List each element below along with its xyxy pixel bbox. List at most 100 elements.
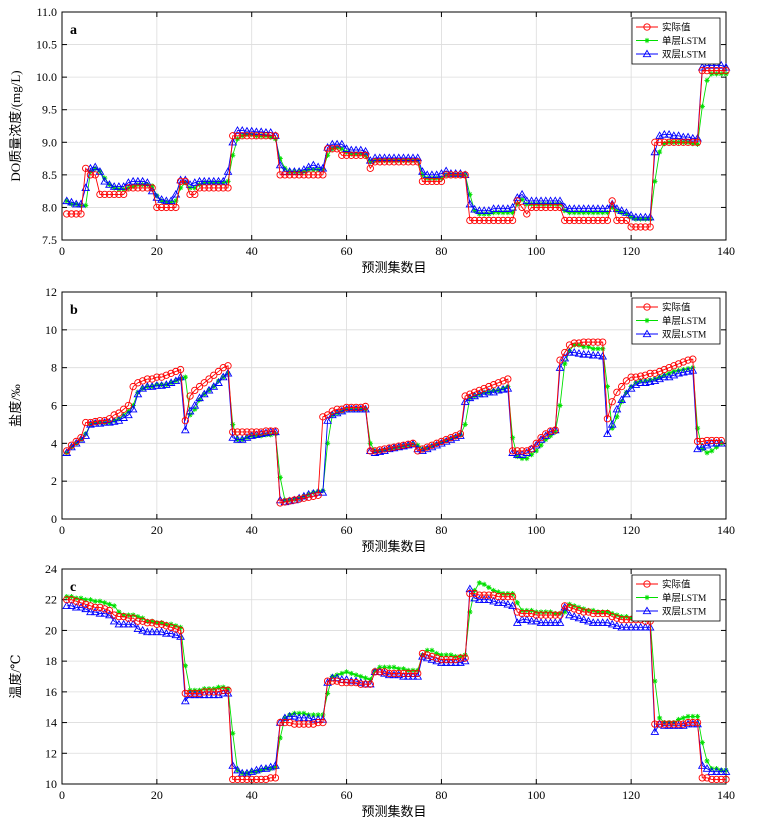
- data-point-double: [441, 166, 451, 175]
- data-point-actual: [523, 609, 531, 618]
- data-point-single: [481, 389, 487, 395]
- x-tick-label: 120: [622, 244, 640, 258]
- data-point-single: [78, 595, 84, 601]
- data-point-actual: [542, 203, 550, 212]
- data-point-actual: [470, 216, 479, 225]
- data-point-actual: [148, 619, 156, 627]
- data-point-single: [83, 597, 89, 603]
- data-point-actual: [82, 418, 90, 427]
- data-point-double: [588, 350, 598, 359]
- data-point-double: [342, 144, 351, 152]
- data-point-single: [448, 436, 454, 442]
- data-point-actual: [433, 177, 441, 186]
- data-point-actual: [172, 625, 180, 633]
- data-point-double: [176, 632, 185, 640]
- data-point-single: [694, 141, 701, 147]
- data-point-single: [581, 210, 587, 216]
- data-point-actual: [599, 609, 607, 618]
- data-point-actual: [722, 66, 730, 75]
- data-point-double: [275, 160, 285, 169]
- data-point-actual: [437, 655, 446, 664]
- data-point-single: [434, 441, 440, 447]
- data-point-single: [159, 382, 165, 388]
- data-point-double: [266, 128, 276, 136]
- data-point-single: [661, 140, 667, 147]
- data-point-actual: [300, 171, 308, 179]
- data-point-single: [690, 140, 696, 147]
- data-point-double: [460, 397, 470, 405]
- data-point-actual: [565, 603, 574, 612]
- data-point-actual: [357, 151, 365, 159]
- data-point-actual: [342, 151, 351, 159]
- data-point-actual: [698, 437, 706, 446]
- data-point-single: [657, 149, 663, 155]
- data-point-actual: [504, 216, 512, 225]
- data-point-single: [78, 202, 84, 209]
- data-point-actual: [195, 382, 204, 391]
- data-point-actual: [584, 216, 593, 225]
- series-line-actual: [66, 593, 726, 780]
- data-point-single: [628, 214, 634, 220]
- data-point-double: [403, 153, 413, 162]
- data-point-actual: [551, 426, 559, 434]
- data-point-actual: [565, 341, 574, 349]
- data-point-double: [612, 404, 622, 413]
- data-point-actual: [423, 177, 431, 186]
- data-point-single: [652, 678, 658, 684]
- data-point-actual: [703, 436, 711, 445]
- data-point-actual: [461, 654, 469, 662]
- data-point-actual: [461, 171, 469, 179]
- data-point-double: [161, 196, 171, 205]
- data-point-actual: [157, 620, 166, 628]
- data-point-single: [358, 673, 364, 680]
- data-point-double: [493, 385, 503, 394]
- data-point-double: [546, 196, 555, 205]
- data-point-actual: [262, 132, 270, 140]
- data-point-single: [623, 389, 629, 395]
- data-point-actual: [67, 210, 76, 218]
- data-point-actual: [561, 602, 569, 610]
- data-point-actual: [660, 365, 668, 374]
- data-point-actual: [267, 132, 275, 140]
- y-tick-label: 9.5: [42, 103, 57, 117]
- data-point-double: [697, 761, 707, 769]
- data-point-actual: [276, 718, 284, 727]
- data-point-double: [332, 139, 342, 148]
- data-point-single: [215, 378, 222, 384]
- data-point-actual: [342, 403, 351, 412]
- data-point-actual: [323, 677, 332, 685]
- data-point-actual: [603, 415, 612, 423]
- data-point-single: [168, 199, 174, 205]
- data-point-actual: [674, 360, 683, 368]
- data-point-double: [584, 349, 593, 358]
- data-point-actual: [489, 381, 498, 389]
- data-point-actual: [570, 605, 578, 613]
- x-tick-label: 20: [151, 244, 163, 258]
- data-point-double: [233, 126, 242, 134]
- data-point-single: [315, 712, 321, 718]
- chart-panel-c: 0 20 40 60 80 100 120 140 10 12 14 16 18 20 22 24 预测集数目 温…: [8, 562, 735, 819]
- data-point-actual: [286, 171, 294, 179]
- data-point-double: [318, 163, 328, 172]
- data-point-single: [329, 673, 335, 680]
- data-point-single: [92, 419, 98, 426]
- data-point-actual: [295, 720, 303, 728]
- data-point-double: [109, 616, 119, 625]
- data-point-single: [604, 383, 611, 390]
- data-point-actual: [480, 384, 488, 393]
- data-point-actual: [532, 439, 540, 447]
- data-point-actual: [698, 66, 706, 75]
- data-point-single: [253, 769, 260, 775]
- data-point-double: [603, 618, 612, 626]
- data-point-single: [272, 764, 279, 770]
- data-point-single: [590, 210, 596, 216]
- data-point-double: [242, 126, 252, 135]
- data-point-actual: [304, 171, 313, 179]
- data-point-single: [310, 712, 316, 718]
- series-actual: [63, 66, 730, 231]
- data-point-double: [683, 132, 693, 141]
- data-point-double: [536, 618, 546, 626]
- data-point-double: [527, 616, 536, 625]
- series-line-double: [66, 352, 722, 503]
